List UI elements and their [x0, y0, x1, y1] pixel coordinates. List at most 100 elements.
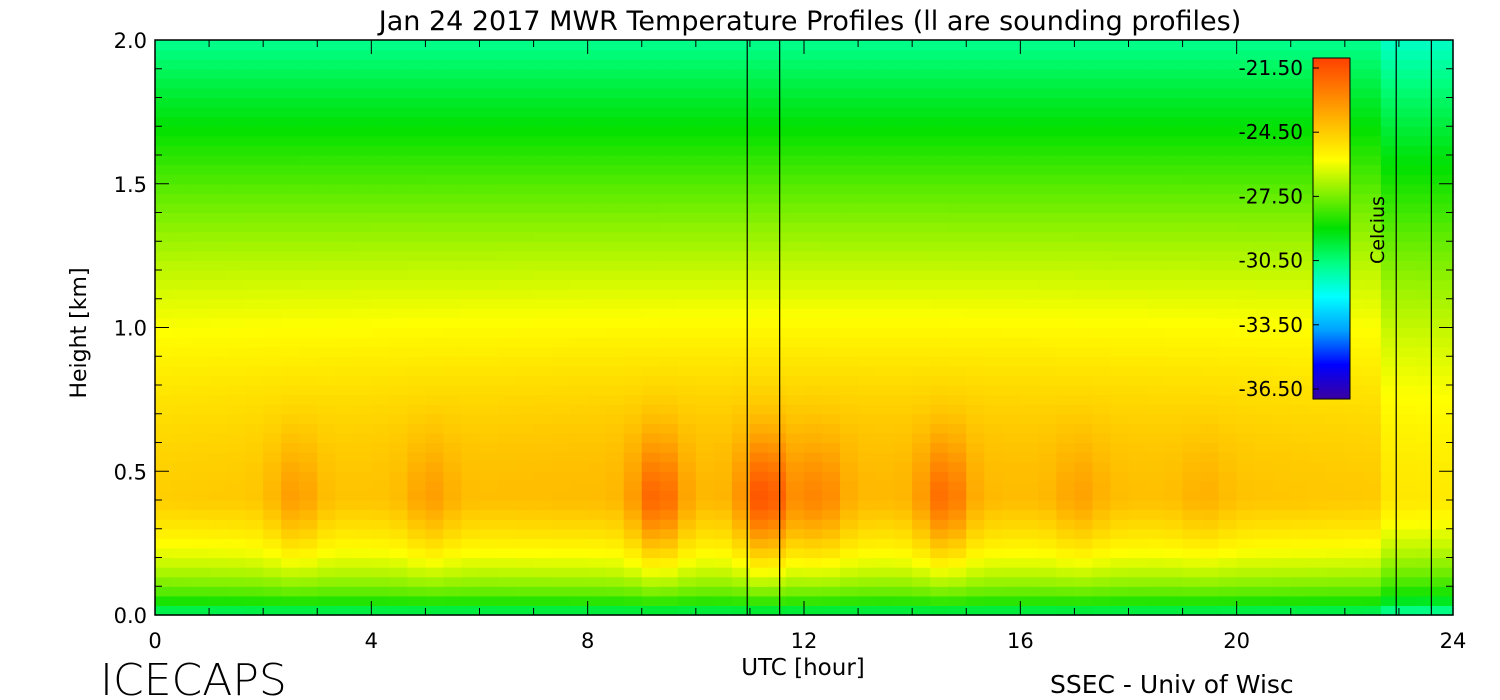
heatmap-cell: [1344, 260, 1364, 271]
heatmap-cell: [623, 317, 643, 329]
heatmap-cell: [299, 528, 318, 539]
heatmap-cell: [804, 49, 823, 60]
heatmap-cell: [407, 356, 427, 367]
heatmap-cell: [659, 298, 679, 309]
heatmap-cell: [1002, 40, 1021, 51]
heatmap-cell: [551, 174, 571, 185]
heatmap-cell: [966, 126, 985, 137]
heatmap-cell: [191, 202, 210, 214]
heatmap-cell: [749, 289, 769, 300]
heatmap-cell: [515, 432, 535, 444]
heatmap-cell: [371, 385, 390, 396]
heatmap-cell: [713, 500, 733, 511]
heatmap-cell: [1056, 68, 1076, 79]
heatmap-cell: [245, 87, 264, 99]
heatmap-cell: [1002, 327, 1021, 338]
heatmap-cell: [785, 557, 805, 568]
heatmap-cell: [1146, 346, 1166, 357]
heatmap-cell: [515, 567, 535, 578]
heatmap-cell: [317, 528, 336, 539]
heatmap-cell: [912, 116, 931, 127]
heatmap-cell: [930, 404, 949, 415]
heatmap-cell: [876, 59, 895, 70]
heatmap-cell: [1344, 289, 1364, 300]
heatmap-cell: [353, 279, 372, 290]
heatmap-cell: [389, 298, 408, 309]
heatmap-cell: [804, 212, 823, 223]
heatmap-cell: [515, 241, 535, 252]
heatmap-cell: [569, 241, 589, 252]
heatmap-cell: [515, 385, 535, 396]
heatmap-cell: [1290, 289, 1310, 300]
heatmap-cell: [155, 260, 174, 271]
heatmap-cell: [209, 413, 228, 424]
heatmap-cell: [804, 250, 823, 262]
heatmap-cell: [1146, 270, 1166, 281]
heatmap-cell: [317, 509, 336, 520]
heatmap-cell: [1236, 327, 1256, 338]
heatmap-cell: [984, 423, 1003, 434]
heatmap-cell: [659, 78, 679, 89]
heatmap-cell: [966, 97, 985, 108]
heatmap-cell: [407, 490, 427, 501]
heatmap-cell: [840, 212, 859, 223]
heatmap-cell: [191, 183, 210, 194]
heatmap-cell: [1056, 375, 1076, 386]
heatmap-cell: [1110, 49, 1130, 60]
heatmap-cell: [173, 135, 192, 147]
heatmap-cell: [1200, 346, 1220, 357]
heatmap-cell: [209, 40, 228, 51]
heatmap-cell: [1074, 87, 1094, 99]
heatmap-cell: [785, 576, 805, 587]
heatmap-cell: [173, 423, 192, 434]
heatmap-cell: [1038, 222, 1057, 233]
heatmap-cell: [515, 576, 535, 587]
heatmap-cell: [335, 155, 354, 166]
heatmap-cell: [1002, 423, 1021, 434]
heatmap-cell: [299, 385, 318, 396]
heatmap-cell: [299, 356, 318, 367]
heatmap-cell: [389, 480, 408, 492]
y-tick-label: 2.0: [114, 29, 147, 53]
heatmap-cell: [569, 586, 589, 597]
heatmap-cell: [1308, 595, 1328, 607]
heatmap-cell: [515, 202, 535, 214]
heatmap-cell: [948, 135, 967, 147]
heatmap-cell: [551, 212, 571, 223]
heatmap-cell: [785, 59, 805, 70]
heatmap-cell: [1002, 116, 1021, 127]
heatmap-cell: [1254, 413, 1274, 424]
heatmap-cell: [317, 394, 336, 405]
heatmap-cell: [533, 174, 553, 185]
heatmap-cell: [605, 423, 625, 434]
heatmap-cell: [515, 404, 535, 415]
heatmap-cell: [587, 605, 607, 616]
heatmap-cell: [1110, 135, 1130, 147]
heatmap-cell: [551, 193, 571, 204]
heatmap-cell: [209, 605, 228, 616]
heatmap-cell: [533, 356, 553, 367]
heatmap-cell: [677, 40, 697, 51]
heatmap-cell: [659, 528, 679, 539]
heatmap-cell: [695, 452, 715, 463]
heatmap-cell: [822, 183, 841, 194]
heatmap-cell: [1092, 289, 1112, 300]
heatmap-cell: [876, 231, 895, 242]
heatmap-cell: [749, 423, 769, 434]
heatmap-cell: [1056, 471, 1076, 482]
heatmap-cell: [443, 68, 463, 79]
heatmap-cell: [1254, 557, 1274, 568]
heatmap-cell: [209, 500, 228, 511]
heatmap-cell: [533, 605, 553, 616]
heatmap-cell: [767, 250, 787, 262]
heatmap-cell: [281, 183, 300, 194]
heatmap-cell: [497, 289, 517, 300]
heatmap-cell: [1308, 500, 1328, 511]
heatmap-cell: [767, 413, 787, 424]
heatmap-cell: [1002, 509, 1021, 520]
heatmap-cell: [695, 116, 715, 127]
heatmap-cell: [948, 308, 967, 319]
heatmap-cell: [605, 375, 625, 386]
heatmap-cell: [299, 490, 318, 501]
heatmap-cell: [407, 59, 427, 70]
